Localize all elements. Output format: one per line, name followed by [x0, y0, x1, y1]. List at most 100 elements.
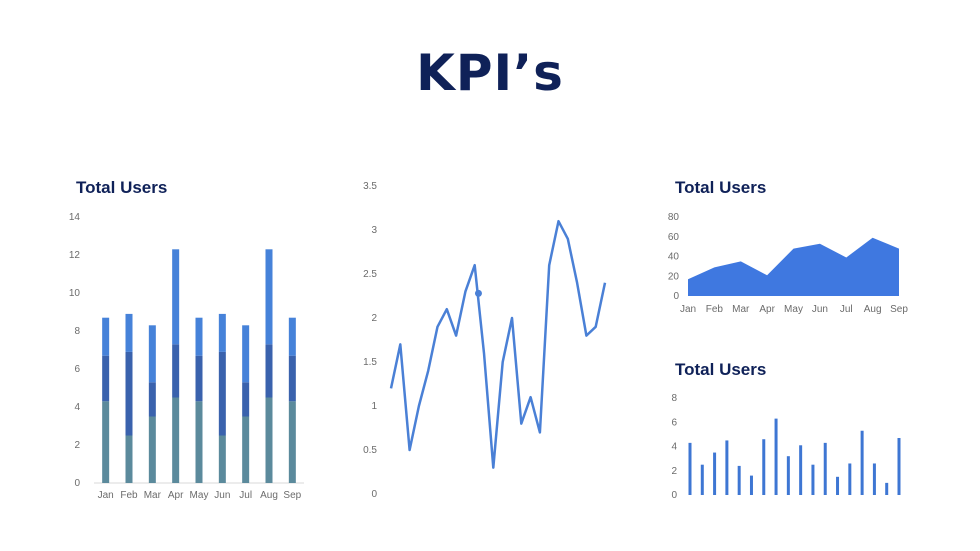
stacked-bar-segment	[195, 317, 203, 356]
x-tick-label: Jun	[214, 490, 230, 501]
y-tick-label: 20	[668, 271, 680, 282]
x-tick-label: May	[190, 490, 209, 501]
thin-bar	[749, 475, 753, 495]
thin-bar	[762, 439, 766, 495]
y-tick-label: 12	[69, 250, 81, 261]
thin-bar	[836, 476, 840, 495]
thin-bar	[688, 442, 692, 495]
x-tick-label: Sep	[890, 304, 908, 315]
y-tick-label: 60	[668, 232, 680, 243]
thin-bar	[786, 456, 790, 495]
stacked-bar-segment	[102, 317, 110, 356]
y-tick-label: 0	[671, 490, 677, 501]
x-tick-label: Aug	[864, 304, 882, 315]
y-tick-label: 2	[371, 313, 377, 324]
y-tick-label: 2.5	[363, 269, 377, 280]
data-point-marker	[474, 289, 482, 297]
thin-bar	[872, 463, 876, 495]
x-tick-label: Jul	[840, 304, 853, 315]
y-tick-label: 14	[69, 212, 81, 223]
x-tick-label: Aug	[260, 490, 278, 501]
stacked-bar-segment	[242, 325, 250, 383]
y-tick-label: 80	[668, 212, 680, 223]
y-tick-label: 6	[74, 364, 80, 375]
y-tick-label: 10	[69, 288, 81, 299]
stacked-bar-segment	[288, 317, 296, 356]
stacked-bar-segment	[242, 416, 250, 483]
y-tick-label: 1.5	[363, 357, 377, 368]
stacked-chart-title: Total Users	[76, 178, 168, 197]
thin-bar	[885, 482, 889, 495]
stacked-bar-segment	[148, 416, 156, 483]
thin-bar	[725, 440, 729, 495]
stacked-bar-chart: 0 2 4 6 8 10 12 14 Jan Feb Mar Apr May Jun Jul Aug Sep	[69, 212, 304, 501]
stacked-bar-segment	[218, 435, 226, 483]
line-chart: 0 0.5 1 1.5 2 2.5 3 3.5	[363, 181, 607, 500]
stacked-bar-segment	[125, 313, 133, 352]
y-tick-label: 6	[671, 417, 677, 428]
stacked-bar-segment	[218, 313, 226, 352]
thin-bar-chart: 0 2 4 6 8	[671, 393, 901, 501]
stacked-bar-segment	[148, 325, 156, 383]
y-tick-label: 1	[371, 401, 377, 412]
x-tick-label: Apr	[168, 490, 184, 501]
y-tick-label: 40	[668, 252, 680, 263]
stacked-bar-segment	[102, 401, 110, 483]
area-chart-title: Total Users	[675, 178, 767, 197]
thin-bar	[774, 418, 778, 495]
y-tick-label: 0	[74, 478, 80, 489]
x-tick-label: Jun	[812, 304, 828, 315]
stacked-bar-segment	[125, 351, 133, 436]
stacked-bar-segment	[125, 435, 133, 483]
y-tick-label: 3	[371, 225, 377, 236]
data-line	[389, 219, 607, 469]
x-tick-label: Feb	[706, 304, 724, 315]
y-tick-label: 8	[74, 326, 80, 337]
thin-bar	[823, 442, 827, 495]
stacked-bar-segment	[195, 355, 203, 402]
area-chart: 0 20 40 60 80 Jan Feb Mar Apr May Jun Jul Aug Sep	[668, 212, 908, 315]
y-tick-label: 4	[74, 402, 80, 413]
thin-bar	[897, 438, 901, 495]
stacked-bar-segment	[148, 382, 156, 417]
thin-bar	[700, 464, 704, 495]
y-tick-label: 3.5	[363, 181, 377, 192]
area-fill	[688, 237, 899, 296]
stacked-bar-segment	[242, 382, 250, 417]
stacked-bar-segment	[288, 355, 296, 402]
thin-bar	[811, 464, 815, 495]
x-tick-label: Sep	[283, 490, 301, 501]
x-tick-label: Jan	[98, 490, 114, 501]
thin-bar	[737, 465, 741, 495]
y-tick-label: 2	[671, 466, 677, 477]
x-tick-label: May	[784, 304, 803, 315]
page-title: KPI’s	[416, 44, 564, 102]
thin-bar	[799, 445, 803, 495]
y-tick-label: 0.5	[363, 445, 377, 456]
x-tick-label: Mar	[144, 490, 162, 501]
y-tick-label: 0	[673, 291, 679, 302]
stacked-bar-segment	[172, 344, 180, 398]
stacked-bar-segment	[265, 249, 273, 345]
stacked-bar-segment	[265, 344, 273, 398]
x-tick-label: Feb	[120, 490, 138, 501]
stacked-bar-segment	[218, 351, 226, 436]
x-tick-label: Jan	[680, 304, 696, 315]
y-tick-label: 8	[671, 393, 677, 404]
y-tick-label: 2	[74, 440, 80, 451]
x-tick-label: Jul	[239, 490, 252, 501]
stacked-bar-segment	[195, 401, 203, 483]
stacked-bar-segment	[288, 401, 296, 483]
thin-bar	[848, 463, 852, 495]
x-tick-label: Apr	[759, 304, 775, 315]
stacked-bar-segment	[172, 249, 180, 345]
thin-bar-chart-title: Total Users	[675, 360, 767, 379]
y-tick-label: 4	[671, 442, 677, 453]
thin-bar	[713, 452, 717, 495]
y-tick-label: 0	[371, 489, 377, 500]
thin-bar	[860, 430, 864, 495]
stacked-bar-segment	[102, 355, 110, 402]
stacked-bar-segment	[265, 397, 273, 483]
stacked-bar-segment	[172, 397, 180, 483]
x-tick-label: Mar	[732, 304, 750, 315]
